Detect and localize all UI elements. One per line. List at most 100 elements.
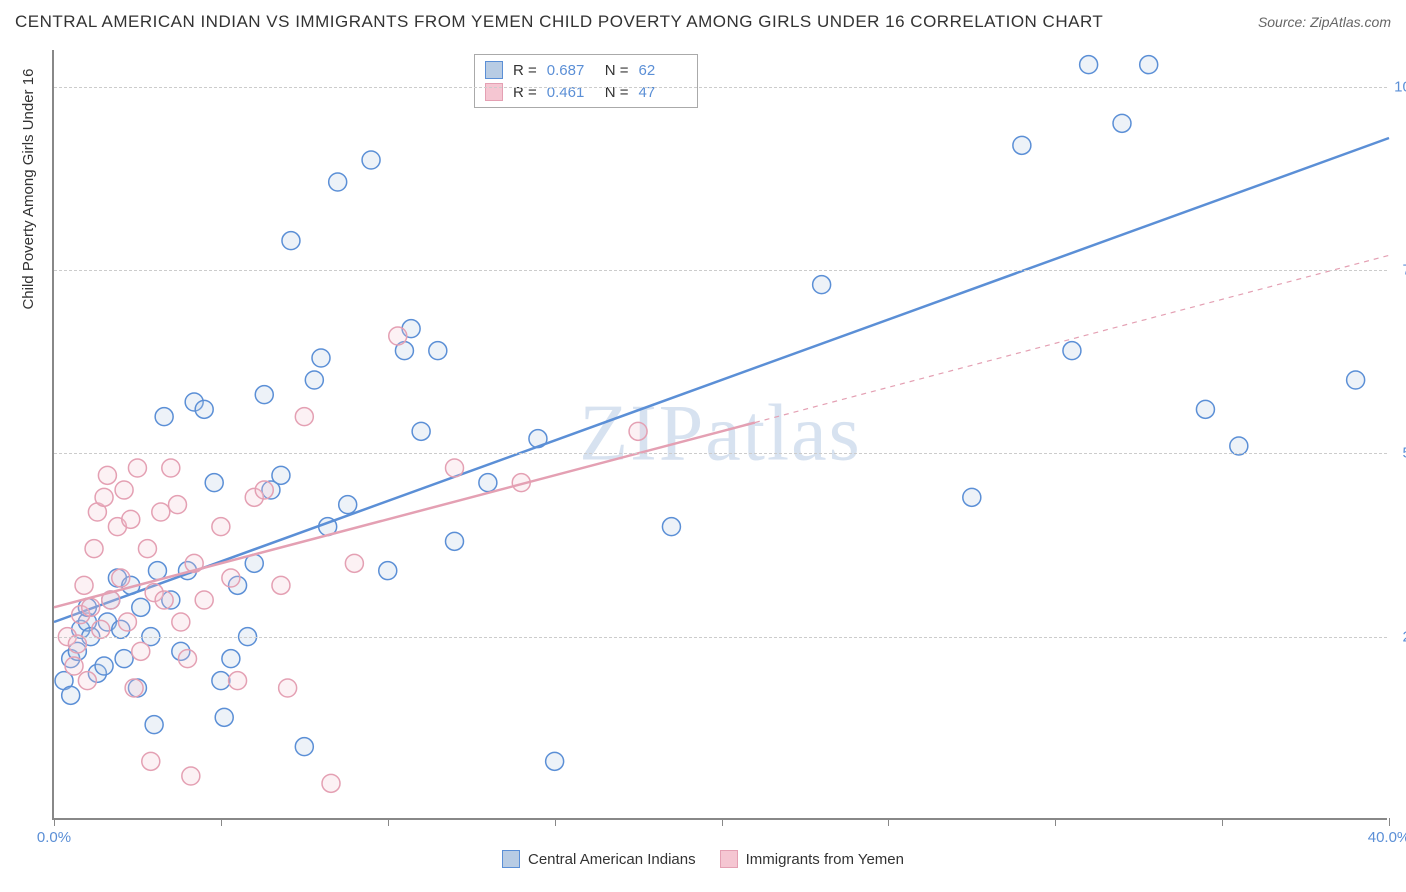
x-tick	[555, 818, 556, 826]
data-point	[329, 173, 347, 191]
data-point	[162, 459, 180, 477]
data-point	[312, 349, 330, 367]
data-point	[92, 620, 110, 638]
data-point	[75, 576, 93, 594]
data-point	[229, 672, 247, 690]
x-tick	[722, 818, 723, 826]
data-point	[182, 767, 200, 785]
data-point	[255, 386, 273, 404]
data-point	[85, 540, 103, 558]
x-tick	[388, 818, 389, 826]
stats-row: R =0.461N =47	[485, 81, 687, 103]
data-point	[128, 459, 146, 477]
chart-svg	[54, 50, 1387, 818]
data-point	[172, 613, 190, 631]
legend-swatch	[502, 850, 520, 868]
data-point	[662, 518, 680, 536]
data-point	[272, 576, 290, 594]
data-point	[305, 371, 323, 389]
x-tick	[1055, 818, 1056, 826]
data-point	[118, 613, 136, 631]
data-point	[345, 554, 363, 572]
data-point	[132, 598, 150, 616]
data-point	[212, 672, 230, 690]
legend-swatch	[720, 850, 738, 868]
data-point	[155, 591, 173, 609]
n-value: 62	[639, 62, 687, 79]
data-point	[1347, 371, 1365, 389]
data-point	[295, 738, 313, 756]
data-point	[446, 459, 464, 477]
data-point	[546, 752, 564, 770]
data-point	[629, 422, 647, 440]
legend-label: Immigrants from Yemen	[746, 851, 904, 868]
data-point	[255, 481, 273, 499]
data-point	[282, 232, 300, 250]
legend-item: Central American Indians	[502, 850, 696, 868]
data-point	[1013, 136, 1031, 154]
grid-line	[54, 453, 1387, 454]
x-tick	[1389, 818, 1390, 826]
data-point	[339, 496, 357, 514]
data-point	[813, 276, 831, 294]
r-value: 0.687	[547, 62, 595, 79]
series-legend: Central American Indians Immigrants from …	[502, 850, 904, 868]
r-label: R =	[513, 62, 537, 79]
data-point	[112, 569, 130, 587]
source-attribution: Source: ZipAtlas.com	[1258, 14, 1391, 30]
data-point	[125, 679, 143, 697]
x-tick	[54, 818, 55, 826]
grid-line	[54, 270, 1387, 271]
data-point	[179, 650, 197, 668]
y-axis-label: Child Poverty Among Girls Under 16	[20, 69, 37, 310]
data-point	[222, 650, 240, 668]
data-point	[152, 503, 170, 521]
x-tick	[888, 818, 889, 826]
data-point	[322, 774, 340, 792]
trend-line	[54, 138, 1389, 622]
data-point	[115, 481, 133, 499]
data-point	[1196, 400, 1214, 418]
data-point	[429, 342, 447, 360]
data-point	[78, 672, 96, 690]
data-point	[362, 151, 380, 169]
data-point	[138, 540, 156, 558]
data-point	[446, 532, 464, 550]
legend-label: Central American Indians	[528, 851, 696, 868]
data-point	[1140, 56, 1158, 74]
data-point	[68, 635, 86, 653]
x-tick-label: 40.0%	[1368, 829, 1406, 846]
legend-swatch	[485, 61, 503, 79]
data-point	[412, 422, 430, 440]
data-point	[1063, 342, 1081, 360]
data-point	[205, 474, 223, 492]
data-point	[65, 657, 83, 675]
data-point	[279, 679, 297, 697]
n-label: N =	[605, 62, 629, 79]
grid-line	[54, 87, 1387, 88]
data-point	[95, 488, 113, 506]
y-tick-label: 75.0%	[1402, 262, 1406, 279]
data-point	[95, 657, 113, 675]
data-point	[1113, 114, 1131, 132]
data-point	[389, 327, 407, 345]
stats-legend: R = 0.687 N = 62 R =0.461N =47	[474, 54, 698, 108]
data-point	[272, 466, 290, 484]
data-point	[168, 496, 186, 514]
data-point	[295, 408, 313, 426]
data-point	[155, 408, 173, 426]
data-point	[115, 650, 133, 668]
data-point	[148, 562, 166, 580]
data-point	[142, 752, 160, 770]
data-point	[1230, 437, 1248, 455]
chart-title: CENTRAL AMERICAN INDIAN VS IMMIGRANTS FR…	[15, 12, 1103, 32]
data-point	[122, 510, 140, 528]
grid-line	[54, 637, 1387, 638]
data-point	[82, 598, 100, 616]
y-tick-label: 25.0%	[1402, 628, 1406, 645]
x-tick	[221, 818, 222, 826]
data-point	[222, 569, 240, 587]
data-point	[212, 518, 230, 536]
data-point	[145, 716, 163, 734]
data-point	[379, 562, 397, 580]
